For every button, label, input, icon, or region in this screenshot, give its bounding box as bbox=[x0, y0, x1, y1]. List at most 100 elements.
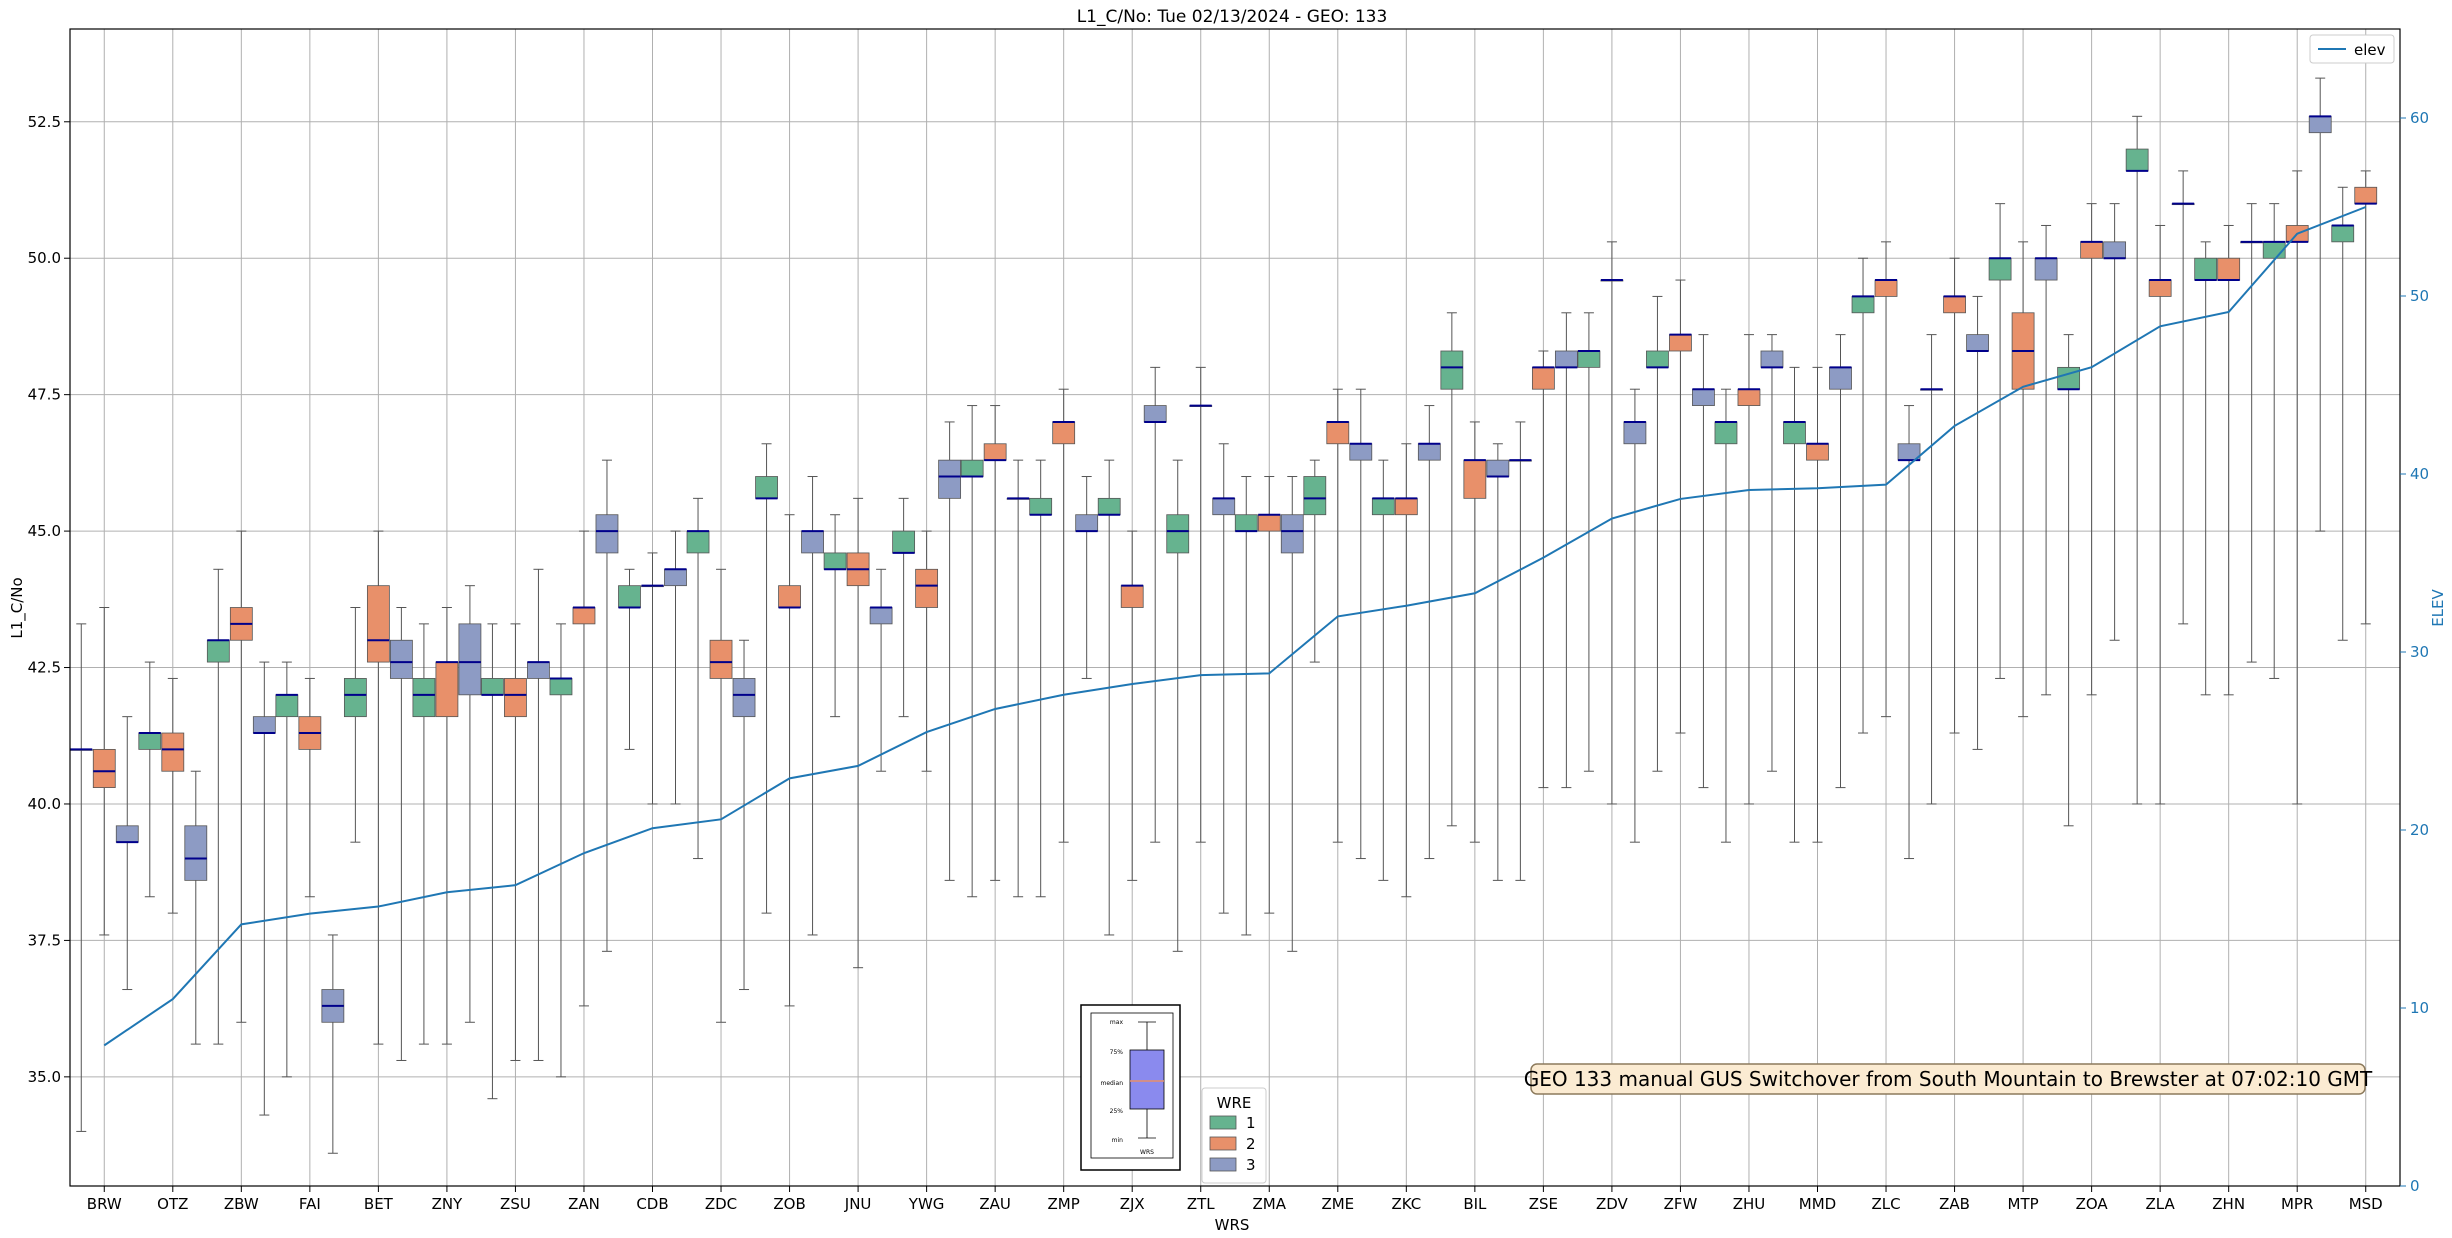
iqr-box bbox=[1692, 388, 1715, 406]
iqr-box bbox=[1303, 476, 1327, 516]
grid-lines bbox=[70, 29, 2400, 1186]
box-zse-wre1 bbox=[1508, 421, 1532, 881]
box-zoa-wre3 bbox=[2103, 203, 2127, 641]
iqr-box bbox=[595, 514, 619, 554]
box-zhu-wre2 bbox=[1737, 334, 1761, 805]
iqr-box bbox=[2148, 279, 2172, 297]
box-mtp-wre2 bbox=[2011, 241, 2035, 718]
iqr-box bbox=[960, 459, 984, 477]
iqr-box bbox=[983, 443, 1007, 461]
box-fai-wre1 bbox=[275, 661, 299, 1078]
box-zob-wre2 bbox=[778, 514, 801, 1007]
iqr-box bbox=[892, 530, 916, 554]
iqr-box bbox=[2331, 225, 2355, 243]
iqr-box bbox=[1988, 257, 2012, 281]
x-axis: BRW OTZ ZBW FAI BET ZNY ZSU ZAN CDB ZDC ZOB JNU YWG Z… bbox=[87, 1186, 2383, 1213]
x-tick-label: ZDV bbox=[1596, 1195, 1629, 1213]
x-tick-label: MSD bbox=[2349, 1195, 2383, 1213]
box-zkc-wre3 bbox=[1417, 405, 1441, 860]
box-cdb-wre3 bbox=[664, 530, 687, 805]
iqr-box bbox=[115, 825, 139, 843]
iqr-box bbox=[778, 585, 801, 608]
iqr-box bbox=[1326, 421, 1350, 445]
box-zhn-wre2 bbox=[2217, 224, 2241, 696]
box-zan-wre2 bbox=[572, 530, 596, 1007]
iqr-box bbox=[1143, 405, 1167, 423]
box-jnu-wre3 bbox=[869, 568, 893, 772]
box-zsu-wre2 bbox=[504, 623, 527, 1061]
box-otz-wre3 bbox=[184, 770, 208, 1045]
box-zoa-wre2 bbox=[2080, 203, 2104, 696]
box-zob-wre1 bbox=[755, 443, 778, 914]
iqr-box bbox=[92, 748, 116, 788]
box-zme-wre1 bbox=[1303, 459, 1327, 663]
y-axis-left: 35.0 37.5 40.0 42.5 45.0 47.5 50.0 52.5 bbox=[28, 113, 70, 1086]
inset-label: min bbox=[1112, 1137, 1124, 1144]
box-mpr-wre3 bbox=[2308, 77, 2332, 532]
x-tick-label: ZAN bbox=[568, 1195, 600, 1213]
iqr-box bbox=[1257, 514, 1281, 532]
inset-label: median bbox=[1101, 1080, 1124, 1087]
box-zme-wre3 bbox=[1349, 388, 1373, 860]
x-tick-label: ZME bbox=[1321, 1195, 1354, 1213]
iqr-box bbox=[755, 476, 778, 499]
iqr-box bbox=[1669, 334, 1692, 352]
box-bet-wre1 bbox=[343, 607, 367, 843]
wre-legend-label-3: 3 bbox=[1246, 1156, 1256, 1174]
iqr-box bbox=[2217, 257, 2241, 281]
box-zny-wre1 bbox=[412, 623, 436, 1045]
box-zkc-wre1 bbox=[1371, 459, 1395, 881]
box-mtp-wre1 bbox=[1988, 203, 2012, 679]
box-zau-wre2 bbox=[983, 405, 1007, 881]
box-zdv-wre2 bbox=[1600, 241, 1624, 805]
box-fai-wre3 bbox=[321, 934, 345, 1154]
y-tick-label: 37.5 bbox=[28, 931, 61, 949]
y-tick-label: 35.0 bbox=[28, 1068, 61, 1086]
iqr-box bbox=[527, 661, 550, 679]
box-otz-wre1 bbox=[138, 661, 162, 898]
y2-tick-label: 20 bbox=[2410, 821, 2429, 839]
box-zdc-wre2 bbox=[709, 568, 733, 1023]
y-tick-label: 50.0 bbox=[28, 249, 61, 267]
x-tick-label: ZKC bbox=[1391, 1195, 1421, 1213]
x-tick-label: ZSU bbox=[500, 1195, 531, 1213]
iqr-box bbox=[366, 585, 390, 663]
box-series bbox=[69, 77, 2378, 1154]
box-zla-wre3 bbox=[2171, 170, 2195, 625]
x-tick-label: ZTL bbox=[1187, 1195, 1215, 1213]
x-axis-label: WRS bbox=[1215, 1216, 1250, 1234]
box-zny-wre3 bbox=[458, 585, 482, 1023]
box-zny-wre2 bbox=[435, 607, 459, 1045]
iqr-box bbox=[184, 825, 208, 881]
box-zkc-wre2 bbox=[1394, 443, 1418, 898]
box-cdb-wre2 bbox=[641, 552, 664, 805]
iqr-box bbox=[2034, 257, 2058, 281]
y-axis-label: L1_C/No bbox=[8, 577, 27, 638]
iqr-box bbox=[1120, 585, 1144, 608]
iqr-box bbox=[618, 585, 641, 608]
iqr-box bbox=[1577, 350, 1601, 368]
box-msd-wre1 bbox=[2331, 186, 2355, 641]
box-zab-wre3 bbox=[1966, 295, 1989, 750]
x-tick-label: ZNY bbox=[432, 1195, 463, 1213]
box-zjx-wre2 bbox=[1120, 530, 1144, 881]
plot-frame bbox=[69, 28, 2401, 1187]
box-brw-wre2 bbox=[92, 607, 116, 936]
iqr-box bbox=[549, 678, 573, 696]
box-zbw-wre1 bbox=[206, 568, 230, 1045]
iqr-box bbox=[1737, 388, 1761, 406]
box-ywg-wre3 bbox=[938, 421, 962, 881]
box-jnu-wre1 bbox=[823, 514, 847, 718]
x-tick-label: ZBW bbox=[224, 1195, 259, 1213]
box-zmp-wre1 bbox=[1029, 459, 1053, 898]
box-zla-wre1 bbox=[2125, 115, 2149, 805]
x-tick-label: ZHU bbox=[1733, 1195, 1766, 1213]
inset-label: 25% bbox=[1110, 1108, 1124, 1115]
x-tick-label: ZSE bbox=[1529, 1195, 1558, 1213]
x-tick-label: JNU bbox=[844, 1195, 872, 1213]
x-tick-label: MTP bbox=[2008, 1195, 2039, 1213]
y-tick-label: 47.5 bbox=[28, 386, 61, 404]
iqr-box bbox=[1623, 421, 1647, 445]
y2-tick-label: 0 bbox=[2410, 1177, 2420, 1195]
